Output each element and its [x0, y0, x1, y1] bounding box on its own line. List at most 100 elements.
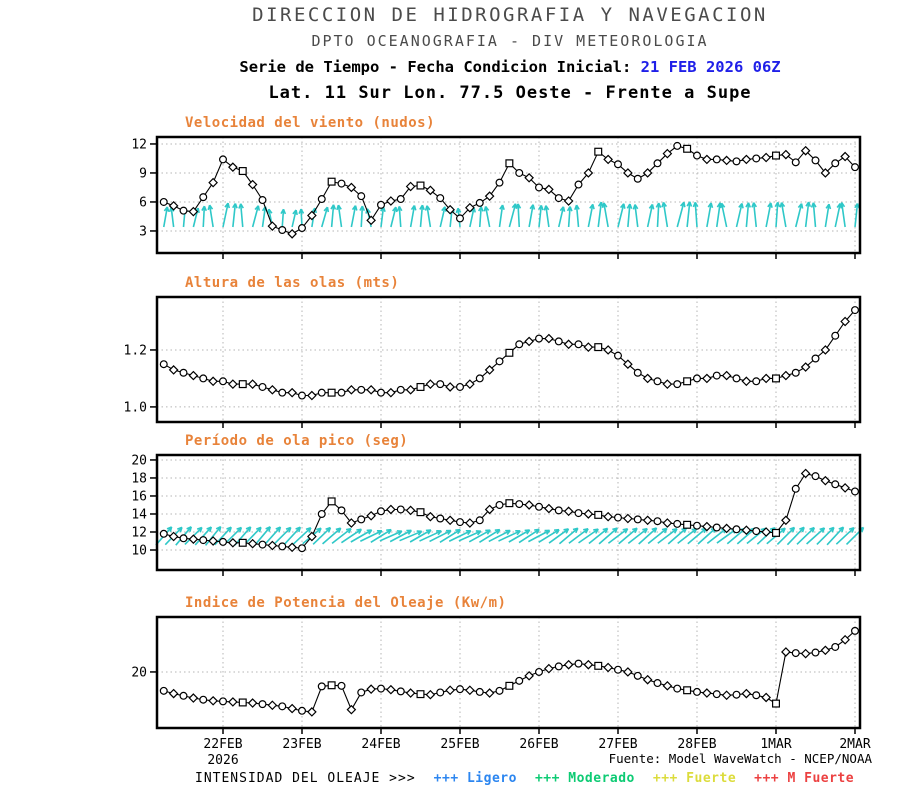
wind-speed-marker — [258, 196, 267, 205]
peak-wave-period-marker — [781, 515, 791, 526]
arrow-head — [651, 204, 655, 210]
wind-speed-marker — [465, 202, 475, 213]
arrow-head — [569, 206, 573, 212]
arrow-head — [694, 201, 699, 208]
wind-speed-marker — [377, 200, 386, 209]
wave-direction-arrow — [292, 527, 312, 545]
source-credit: Fuente: Model WaveWatch - NCEP/NOAA — [608, 751, 872, 766]
wind-speed-marker — [505, 159, 514, 168]
arrow-head — [663, 528, 668, 534]
arrow-head — [240, 203, 244, 209]
wave-direction-arrow — [826, 526, 845, 546]
wind-direction-arrow — [398, 206, 402, 228]
dept-title: DPTO OCEANOGRAFIA - DIV METEOROLOGIA — [311, 32, 709, 50]
peak-wave-period-marker — [850, 487, 859, 496]
arrow-head — [378, 530, 383, 536]
arrow-head — [629, 203, 633, 209]
wind-speed-marker — [208, 177, 218, 188]
wave-power-index-marker — [247, 698, 258, 708]
wave-height-marker — [445, 382, 455, 392]
wave-direction-arrow — [312, 527, 331, 545]
wind-direction-arrow — [794, 203, 803, 228]
wave-power-index-marker — [761, 692, 771, 703]
arrow-head — [535, 529, 540, 535]
peak-wave-period-marker — [238, 538, 247, 547]
wind-speed-marker — [199, 193, 208, 202]
wave-height-marker — [505, 348, 514, 357]
wind-direction-arrow — [419, 205, 424, 228]
wind-speed-marker — [623, 168, 633, 178]
arrow-head — [683, 202, 686, 208]
wave-height-marker — [287, 387, 297, 398]
wave-height-marker — [673, 380, 682, 389]
peak-wave-period-marker — [168, 531, 179, 542]
wave-direction-arrow — [706, 527, 727, 545]
x-tick-label: 26FEB — [519, 737, 559, 752]
wave-power-index-marker — [831, 642, 840, 651]
wave-height-marker — [425, 379, 436, 389]
wind-direction-arrow — [824, 204, 830, 228]
arrow-head — [228, 526, 232, 533]
wave-height-marker — [436, 380, 445, 389]
arrow-head — [327, 527, 332, 533]
wave-height-marker — [208, 376, 218, 387]
peak-wave-period-marker — [484, 504, 495, 515]
arrow-head — [337, 204, 342, 210]
peak-wave-period-marker — [683, 520, 692, 529]
arrow-head — [295, 209, 298, 216]
wind-direction-arrow — [380, 206, 385, 228]
wave-power-index-marker — [199, 695, 208, 704]
wind-speed-line — [163, 145, 856, 235]
peak-wave-period-marker — [594, 510, 603, 519]
wind-speed-marker — [267, 221, 278, 231]
y-tick-label: 18 — [131, 471, 147, 486]
wave-power-index-marker — [405, 688, 416, 698]
wave-direction-arrow — [498, 530, 521, 542]
arrow-head — [203, 205, 208, 212]
peak-wave-period-marker — [188, 534, 199, 545]
wave-direction-arrow — [618, 527, 638, 545]
wind-speed-marker — [732, 157, 741, 166]
arrow-head — [326, 206, 330, 213]
peak-wave-period-marker — [583, 509, 594, 519]
wave-height-marker — [396, 385, 405, 394]
wave-power-index-marker — [574, 659, 583, 668]
wave-power-index-marker — [238, 698, 247, 707]
wave-direction-arrow — [439, 528, 461, 544]
wind-direction-arrow — [694, 202, 698, 228]
wind-speed-marker — [298, 224, 307, 233]
arrow-head — [288, 527, 292, 533]
wave-height-marker — [840, 316, 850, 327]
wave-height-marker — [771, 374, 780, 383]
peak-wave-period-marker — [831, 480, 840, 489]
wave-direction-arrow — [835, 527, 855, 545]
wave-height-marker — [781, 370, 791, 381]
wind-direction-arrow — [330, 204, 335, 228]
wind-speed-marker — [366, 215, 376, 226]
peak-wave-period-marker — [633, 515, 642, 524]
wave-height-title: Altura de las olas (mts) — [185, 275, 399, 291]
arrow-head — [467, 530, 472, 536]
wave-direction-arrow — [273, 526, 292, 546]
x-tick-label: 24FEB — [361, 737, 401, 752]
wind-direction-arrow — [320, 206, 329, 228]
peak-wave-period-marker — [840, 483, 850, 493]
wave-height-marker — [386, 387, 396, 398]
wave-height-marker — [633, 368, 642, 377]
wind-direction-arrow — [656, 202, 660, 228]
arrow-head — [496, 529, 501, 535]
wave-direction-arrow — [627, 527, 648, 545]
y-tick-label: 20 — [131, 453, 147, 468]
arrow-head — [395, 206, 398, 213]
wind-direction-arrow — [528, 204, 534, 228]
wind-direction-arrow — [360, 206, 364, 228]
wave-height-marker — [219, 377, 228, 386]
wave-power-index-marker — [346, 704, 357, 715]
wind-speed-marker — [534, 183, 543, 192]
peak-wave-period-marker — [436, 514, 445, 523]
x-tick-label: 25FEB — [440, 737, 480, 752]
wave-power-index-marker — [168, 688, 179, 699]
org-title: DIRECCION DE HIDROGRAFIA Y NAVEGACION — [252, 4, 768, 26]
wave-direction-arrow — [468, 529, 491, 543]
arrow-head — [421, 204, 425, 211]
